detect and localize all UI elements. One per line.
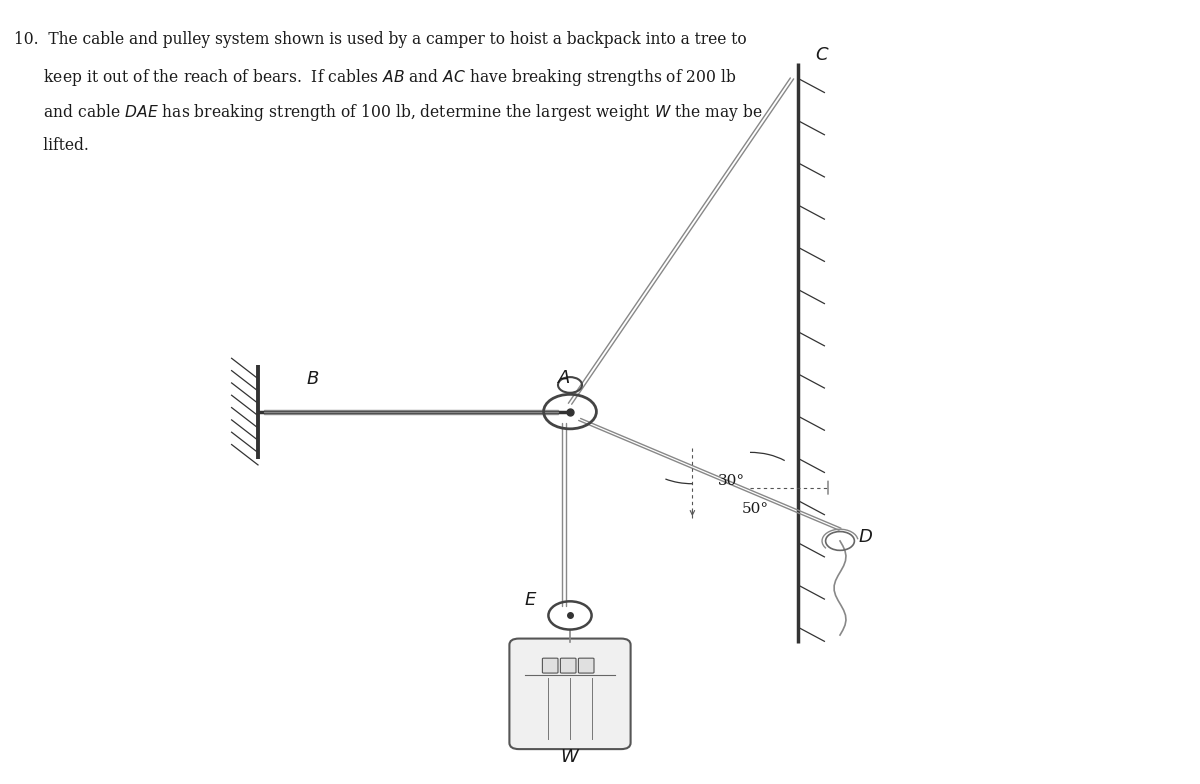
FancyBboxPatch shape <box>560 659 576 673</box>
FancyBboxPatch shape <box>509 638 631 750</box>
Text: $E$: $E$ <box>524 591 538 608</box>
Text: $B$: $B$ <box>306 370 319 388</box>
Text: $A$: $A$ <box>557 368 571 387</box>
Text: 10.  The cable and pulley system shown is used by a camper to hoist a backpack i: 10. The cable and pulley system shown is… <box>14 31 748 49</box>
Text: 30°: 30° <box>718 474 745 488</box>
Text: lifted.: lifted. <box>14 137 89 154</box>
FancyBboxPatch shape <box>542 659 558 673</box>
FancyBboxPatch shape <box>578 659 594 673</box>
Text: $D$: $D$ <box>858 528 874 546</box>
Text: and cable $\mathit{DAE}$ has breaking strength of 100 lb, determine the largest : and cable $\mathit{DAE}$ has breaking st… <box>14 102 763 123</box>
Text: $C$: $C$ <box>815 46 829 64</box>
Text: 50°: 50° <box>742 502 769 516</box>
Text: keep it out of the reach of bears.  If cables $\mathit{AB}$ and $\mathit{AC}$ ha: keep it out of the reach of bears. If ca… <box>14 67 737 88</box>
Text: $W$: $W$ <box>560 748 580 765</box>
